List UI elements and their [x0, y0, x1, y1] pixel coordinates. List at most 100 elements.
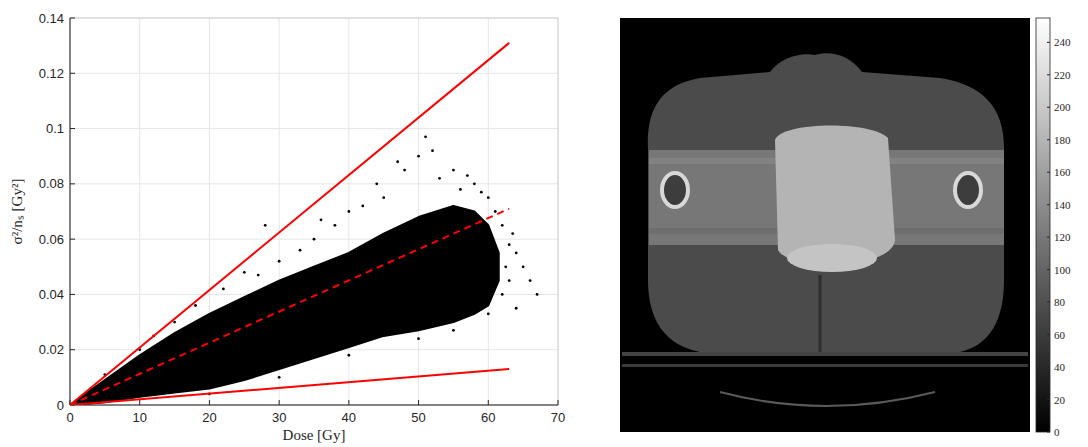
colorbar-tick-label: 0	[1054, 426, 1060, 438]
scatter-point	[320, 218, 323, 221]
scatter-point	[473, 182, 476, 185]
scatter-point	[124, 365, 127, 368]
scatter-point	[522, 265, 525, 268]
body	[648, 53, 1004, 352]
scatter-point	[480, 191, 483, 194]
y-tick	[70, 349, 75, 350]
scatter-point	[257, 274, 260, 277]
target-region	[787, 244, 877, 272]
scatter-point	[194, 304, 197, 307]
x-tick	[279, 400, 280, 405]
scatter-point	[403, 169, 406, 172]
x-tick-label: 50	[411, 410, 425, 425]
scatter-point	[222, 288, 225, 291]
y-tick-label: 0.08	[39, 176, 64, 191]
scatter-point	[417, 337, 420, 340]
x-axis	[70, 405, 558, 406]
colorbar-tick-label: 180	[1054, 134, 1071, 146]
grid-line	[70, 128, 558, 129]
grid-line	[70, 18, 71, 405]
image-background	[620, 18, 1030, 432]
colorbar-tick	[1047, 334, 1050, 335]
colorbar-tick	[1047, 302, 1050, 303]
colorbar-tick-label: 80	[1054, 296, 1066, 308]
x-tick-label: 10	[132, 410, 146, 425]
scatter-panel: 01020304050607000.020.040.060.080.10.120…	[9, 11, 565, 444]
scatter-point	[452, 329, 455, 332]
scatter-point	[431, 149, 434, 152]
colorbar-tick	[1047, 237, 1050, 238]
colorbar-tick	[1047, 139, 1050, 140]
colorbar-tick	[1047, 399, 1050, 400]
fit-line	[70, 209, 509, 405]
scatter-point	[508, 279, 511, 282]
y-tick	[70, 18, 75, 19]
y-tick	[70, 128, 75, 129]
scatter-point	[487, 196, 490, 199]
plot-frame	[70, 18, 558, 405]
x-tick-label: 30	[272, 410, 286, 425]
colorbar-tick-label: 140	[1054, 199, 1071, 211]
colorbar-tick	[1047, 204, 1050, 205]
x-tick-label: 20	[202, 410, 216, 425]
ct-image	[620, 18, 1030, 432]
scatter-point	[361, 205, 364, 208]
y-axis-title: σ²/nₛ [Gy²]	[9, 179, 25, 245]
x-tick-label: 70	[551, 410, 565, 425]
scatter-point	[515, 307, 518, 310]
couch	[622, 364, 1028, 367]
scatter-point	[515, 252, 518, 255]
colorbar-tick	[1047, 367, 1050, 368]
scatter-point	[487, 312, 490, 315]
scatter-point	[536, 293, 539, 296]
bone	[662, 173, 688, 207]
y-tick	[70, 73, 75, 74]
colorbar-tick-label: 20	[1054, 394, 1066, 406]
colorbar-tick-label: 240	[1054, 36, 1071, 48]
scatter-point	[452, 169, 455, 172]
scatter-point	[459, 188, 462, 191]
scatter-point	[424, 135, 427, 138]
y-tick-label: 0.06	[39, 232, 64, 247]
x-tick	[139, 400, 140, 405]
y-tick-label: 0.12	[39, 66, 64, 81]
y-tick	[70, 239, 75, 240]
fit-line	[70, 43, 509, 405]
scatter-point	[278, 376, 281, 379]
colorbar-tick-label: 120	[1054, 231, 1071, 243]
colorbar-tick-label: 200	[1054, 101, 1071, 113]
scatter-point	[511, 232, 514, 235]
colorbar-tick	[1047, 432, 1050, 433]
scatter-point	[299, 249, 302, 252]
x-tick	[209, 400, 210, 405]
plot-area	[70, 18, 558, 405]
figure: 01020304050607000.020.040.060.080.10.120…	[0, 0, 1088, 447]
x-axis-title: Dose [Gy]	[283, 427, 346, 443]
y-tick-label: 0.1	[46, 121, 64, 136]
grid-line	[70, 183, 558, 184]
y-tick	[70, 183, 75, 184]
x-tick	[348, 400, 349, 405]
scatter-point	[382, 196, 385, 199]
grid-line	[70, 73, 558, 74]
scatter-point	[334, 224, 337, 227]
scatter-point	[173, 321, 176, 324]
couch-curve	[720, 392, 935, 406]
colorbar-tick	[1047, 74, 1050, 75]
scatter-point	[501, 224, 504, 227]
x-tick	[418, 400, 419, 405]
colorbar-tick-label: 60	[1054, 329, 1066, 341]
scatter-point	[417, 155, 420, 158]
x-tick	[558, 400, 559, 405]
scatter-point	[504, 265, 507, 268]
scatter-point	[313, 238, 316, 241]
scatter-point	[508, 243, 511, 246]
y-tick-label: 0.02	[39, 342, 64, 357]
y-tick-label: 0	[57, 398, 64, 413]
colorbar-tick	[1047, 172, 1050, 173]
colorbar-tick-label: 40	[1054, 361, 1066, 373]
y-tick-label: 0.14	[39, 11, 64, 26]
x-tick-label: 0	[66, 410, 73, 425]
y-tick	[70, 294, 75, 295]
scatter-point	[347, 354, 350, 357]
